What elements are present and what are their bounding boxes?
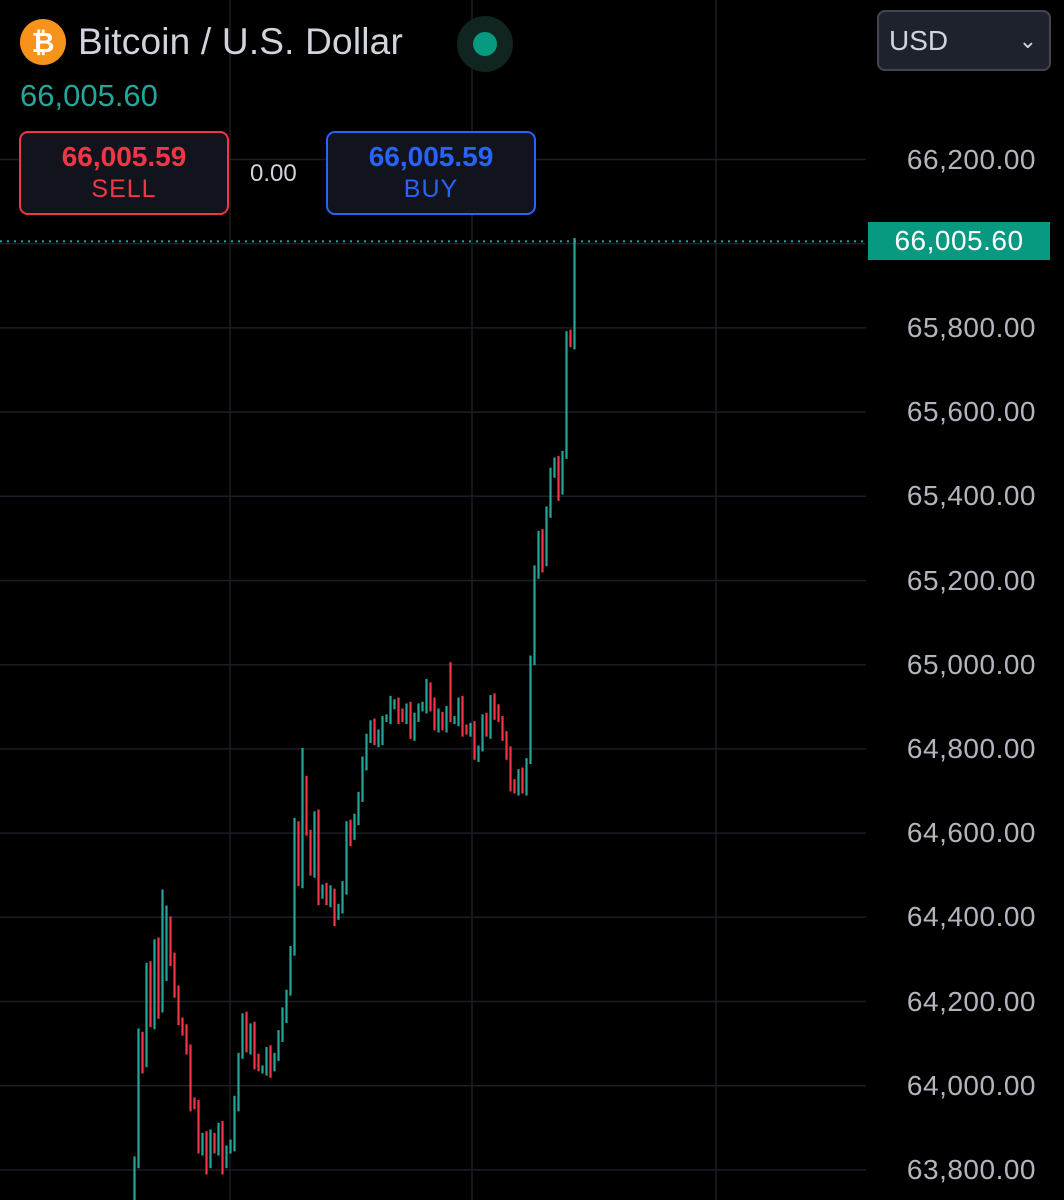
price-axis-label: 64,000.00 xyxy=(906,1069,1036,1101)
sell-label: SELL xyxy=(91,175,157,203)
price-axis-label: 65,400.00 xyxy=(906,480,1036,512)
chevron-down-icon: ⌄ xyxy=(1018,27,1037,53)
symbol-header: ₿ Bitcoin / U.S. Dollar xyxy=(20,18,403,66)
status-dot-icon xyxy=(473,32,497,56)
last-price: 66,005.60 xyxy=(20,78,158,113)
ohlc-bars xyxy=(133,237,576,1200)
price-axis-label: 65,600.00 xyxy=(906,396,1036,428)
price-axis-label: 64,600.00 xyxy=(906,817,1036,849)
price-axis-label: 64,800.00 xyxy=(906,732,1036,764)
price-axis-label: 64,400.00 xyxy=(906,901,1036,933)
price-axis-label: 63,800.00 xyxy=(906,1153,1036,1185)
buy-price: 66,005.59 xyxy=(368,141,494,172)
currency-select[interactable]: USD ⌄ xyxy=(877,10,1051,71)
chart-grid xyxy=(0,0,866,1200)
price-axis-label: 64,200.00 xyxy=(906,985,1036,1017)
price-axis-label: 66,200.00 xyxy=(906,143,1036,175)
sell-price: 66,005.59 xyxy=(61,141,187,172)
last-price-tag: 66,005.60 xyxy=(868,222,1050,261)
buy-label: BUY xyxy=(403,175,459,203)
price-axis-label: 65,800.00 xyxy=(906,311,1036,343)
price-axis-label: 65,000.00 xyxy=(906,648,1036,680)
market-status-indicator xyxy=(457,16,513,72)
spread-value: 0.00 xyxy=(250,160,297,187)
buy-button[interactable]: 66,005.59 BUY xyxy=(326,131,536,215)
currency-value: USD xyxy=(889,24,949,56)
price-axis-label: 65,200.00 xyxy=(906,564,1036,596)
sell-button[interactable]: 66,005.59 SELL xyxy=(19,131,229,215)
symbol-title: Bitcoin / U.S. Dollar xyxy=(78,21,403,62)
bitcoin-icon: ₿ xyxy=(20,19,66,65)
